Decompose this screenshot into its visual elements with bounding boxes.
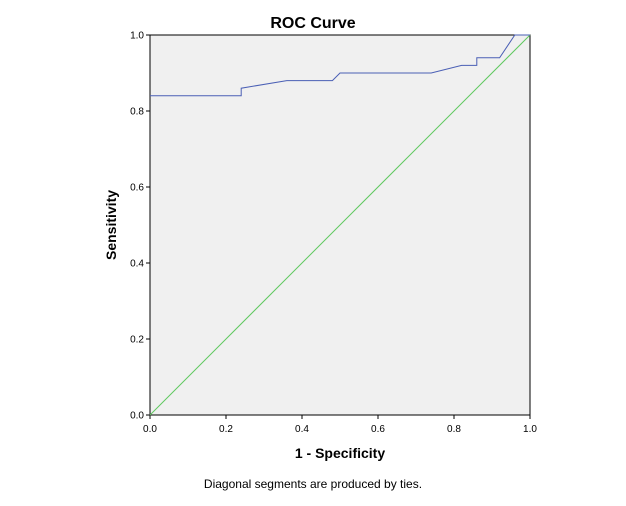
- x-tick-label: 0.8: [447, 424, 461, 435]
- y-tick-label: 0.6: [130, 183, 144, 194]
- series-layer: [149, 34, 531, 416]
- roc-curve-line: [150, 34, 530, 97]
- x-tick-label: 0.0: [143, 424, 157, 435]
- y-tick-label: 0.8: [130, 107, 144, 118]
- axis-ticks: 0.0 0.2 0.4 0.6 0.8 1.0 0.0 0.2 0.4 0.6 0.8 1.0: [130, 31, 537, 436]
- x-tick-label: 0.2: [219, 424, 233, 435]
- y-tick-label: 0.0: [130, 411, 144, 422]
- x-tick-label: 1.0: [523, 424, 537, 435]
- x-tick-label: 0.4: [295, 424, 309, 435]
- x-tick-label: 0.6: [371, 424, 385, 435]
- x-axis-title: 1 - Specificity: [295, 445, 385, 461]
- reference-diagonal-line: [149, 34, 531, 416]
- chart-title: ROC Curve: [270, 15, 355, 32]
- y-tick-label: 0.4: [130, 259, 144, 270]
- y-axis-title: Sensitivity: [103, 190, 119, 260]
- y-tick-label: 0.2: [130, 335, 144, 346]
- footnote: Diagonal segments are produced by ties.: [204, 477, 422, 491]
- y-tick-label: 1.0: [130, 31, 144, 42]
